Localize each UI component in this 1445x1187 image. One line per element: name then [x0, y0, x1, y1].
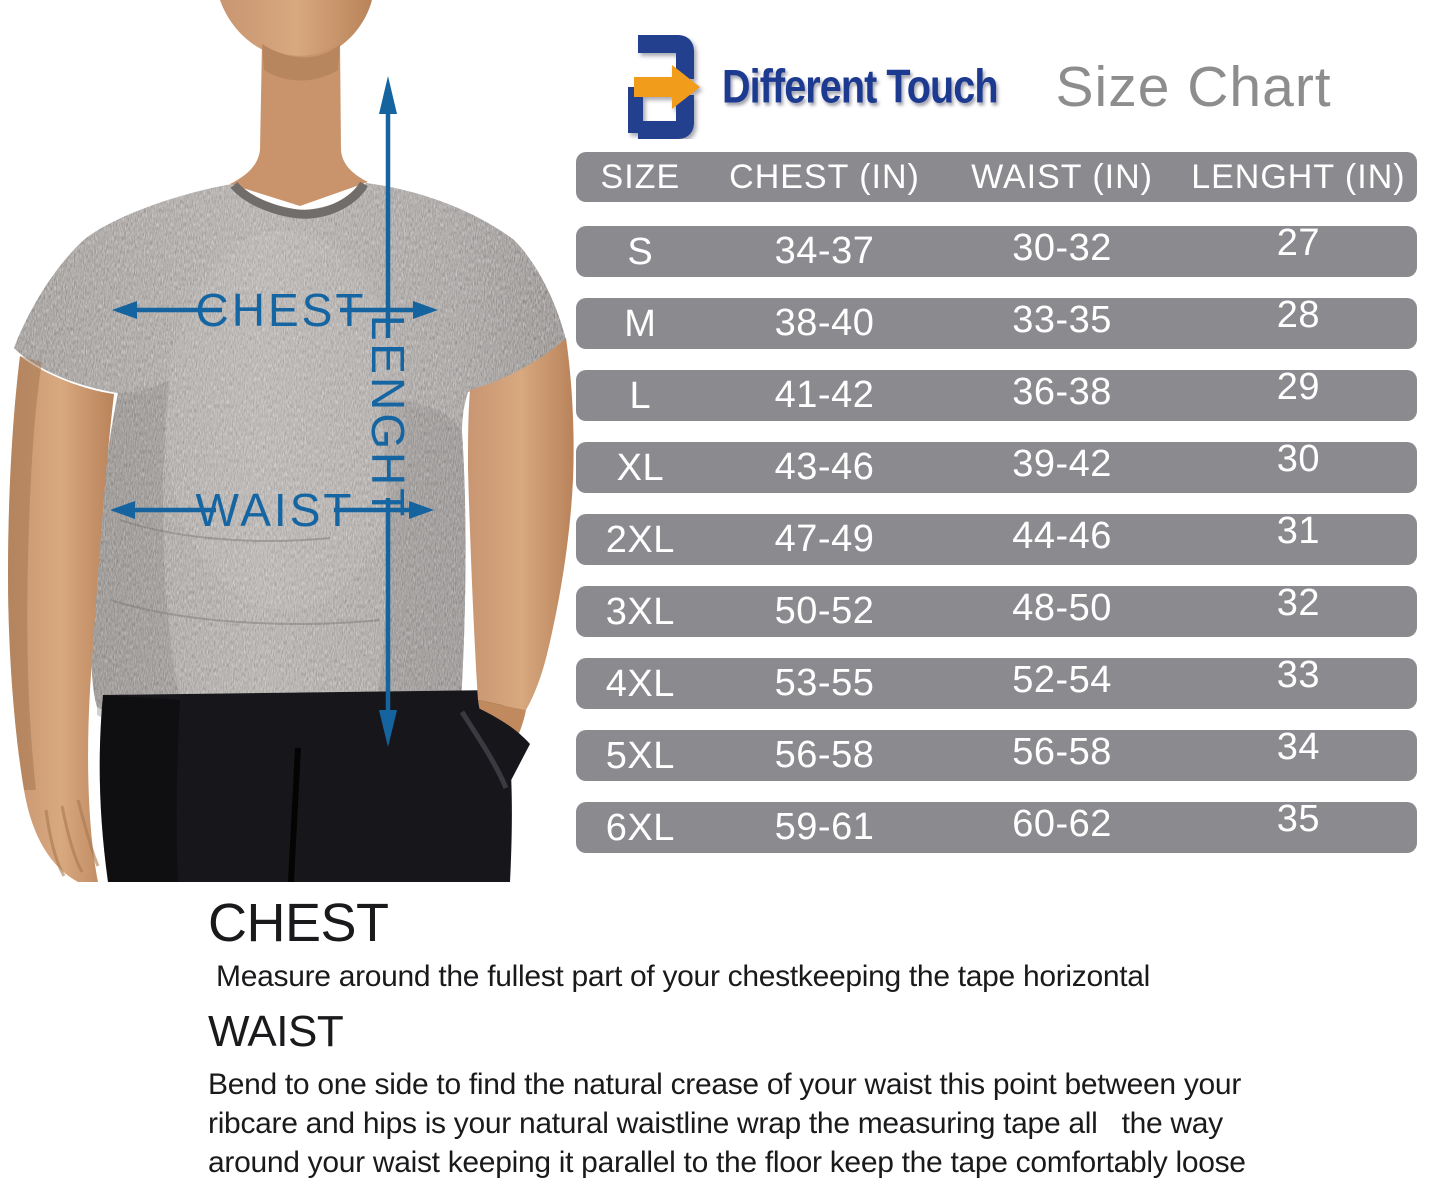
tshirt-collar [230, 181, 368, 219]
shirt-shadow-left [91, 380, 190, 740]
waist-value: 56-58 [1012, 731, 1112, 773]
chest-value: 50-52 [774, 590, 875, 632]
waist-instruction-heading: WAIST [208, 1007, 344, 1057]
waist-instruction-text: Bend to one side to find the natural cre… [208, 1065, 1443, 1182]
pants-shadow [99, 695, 180, 882]
size-value: S [627, 231, 654, 273]
waist-value: 44-46 [1012, 515, 1112, 557]
hand-fingers [44, 799, 100, 877]
length-value: 30 [1276, 438, 1321, 480]
pants [99, 690, 512, 882]
table-header-row: SIZE CHEST (IN) WAIST (IN) LENGHT (IN) [576, 152, 1417, 202]
chest-instruction-heading: CHEST [208, 893, 389, 953]
page-title: Size Chart [1055, 55, 1332, 119]
waist-value: 52-54 [1012, 659, 1112, 701]
length-value: 35 [1276, 798, 1321, 840]
size-value: L [629, 375, 652, 417]
model-right-arm [8, 356, 114, 882]
table-row: M 38-40 33-35 28 [576, 294, 1417, 349]
model-illustration: CHEST WAIST LENGHT [8, 0, 574, 882]
length-value: 29 [1276, 366, 1321, 408]
chest-value: 38-40 [774, 302, 875, 344]
size-value: 3XL [605, 591, 675, 633]
col-header-waist: WAIST (IN) [971, 157, 1154, 196]
size-value: M [624, 303, 657, 345]
arm-shading [8, 356, 42, 790]
col-header-length: LENGHT (IN) [1191, 157, 1406, 196]
length-value: 33 [1276, 654, 1321, 696]
table-row: XL 43-46 39-42 30 [576, 438, 1417, 493]
waist-annotation-label: WAIST [196, 484, 355, 536]
chest-instruction-text: Measure around the fullest part of your … [208, 960, 1151, 994]
chest-value: 43-46 [774, 446, 875, 488]
chest-value: 47-49 [774, 518, 875, 560]
brand-header: Different Touch Size Chart [628, 34, 1332, 140]
size-value: 2XL [605, 519, 675, 561]
table-row: 4XL 53-55 52-54 33 [576, 654, 1417, 709]
shirt-shadow-right [370, 400, 466, 748]
chest-value: 34-37 [774, 230, 875, 272]
waist-value: 48-50 [1012, 587, 1112, 629]
shirt-wrinkles [109, 519, 381, 625]
pocket-flap [462, 700, 530, 790]
table-row: 2XL 47-49 44-46 31 [576, 510, 1417, 565]
chest-value: 53-55 [774, 662, 875, 704]
table-row: 3XL 50-52 48-50 32 [576, 582, 1417, 637]
length-annotation-label: LENGHT [362, 315, 414, 520]
shirt-highlight [165, 230, 405, 610]
chest-value: 41-42 [774, 374, 875, 416]
model-left-arm [468, 338, 574, 710]
waist-value: 60-62 [1012, 803, 1112, 845]
size-chart-table: SIZE CHEST (IN) WAIST (IN) LENGHT (IN) S… [576, 152, 1417, 874]
col-header-chest: CHEST (IN) [729, 157, 920, 196]
waist-instruction-line: ribcare and hips is your natural waistli… [208, 1107, 1223, 1141]
table-row: 5XL 56-58 56-58 34 [576, 726, 1417, 781]
size-value: 4XL [605, 663, 675, 705]
size-value: 6XL [605, 807, 675, 849]
neck-shadow [262, 44, 340, 81]
size-value: 5XL [605, 735, 675, 777]
waist-value: 33-35 [1012, 299, 1112, 341]
waist-value: 36-38 [1012, 371, 1112, 413]
table-row: L 41-42 36-38 29 [576, 366, 1417, 421]
waist-value: 39-42 [1012, 443, 1112, 485]
measurement-arrows [132, 110, 416, 714]
waist-instruction-line: Bend to one side to find the natural cre… [208, 1068, 1242, 1102]
length-value: 28 [1276, 294, 1321, 336]
pants-crease [288, 747, 301, 882]
chest-annotation-label: CHEST [196, 284, 367, 336]
length-value: 34 [1276, 726, 1321, 768]
model-neck [230, 42, 368, 206]
table-row: 6XL 59-61 60-62 35 [576, 798, 1417, 853]
arrowheads [110, 76, 438, 747]
chest-value: 59-61 [774, 806, 875, 848]
length-value: 32 [1276, 582, 1321, 624]
waist-value: 30-32 [1012, 227, 1112, 269]
model-chin [220, 0, 372, 60]
pocket-stitch [459, 710, 509, 789]
size-value: XL [616, 447, 665, 489]
length-value: 27 [1276, 222, 1321, 264]
table-row: S 34-37 30-32 27 [576, 222, 1417, 277]
brand-name: Different Touch [722, 60, 998, 113]
waist-instruction-line: around your waist keeping it parallel to… [208, 1146, 1246, 1180]
model-photo: CHEST WAIST LENGHT [0, 0, 575, 882]
chest-value: 56-58 [774, 734, 875, 776]
col-header-size: SIZE [600, 157, 681, 196]
different-touch-logo-icon [628, 35, 700, 139]
length-value: 31 [1276, 510, 1321, 552]
measuring-instructions: CHEST Measure around the fullest part of… [208, 893, 1443, 1182]
